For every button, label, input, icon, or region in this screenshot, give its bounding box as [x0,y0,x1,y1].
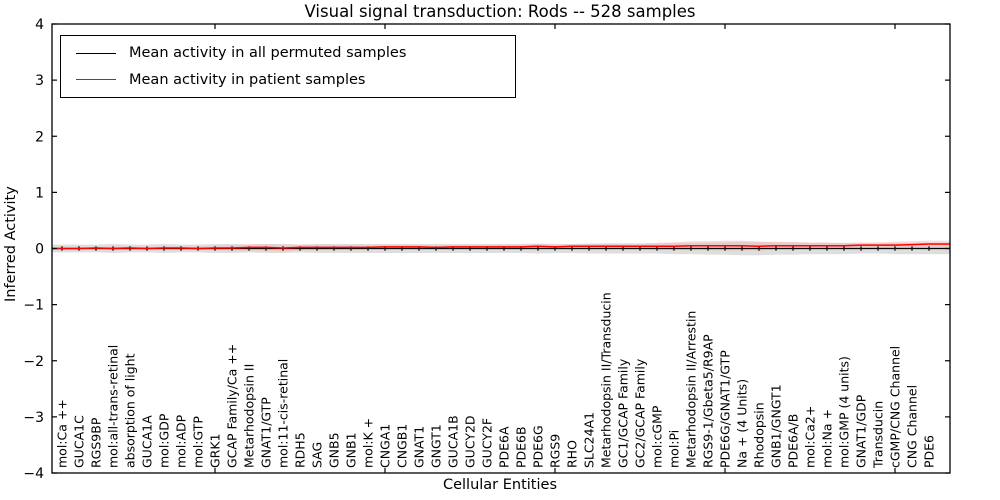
category-label: PDE6A [497,426,512,468]
category-label: PDE6A/B [786,414,801,468]
legend-line-black-icon [76,52,116,54]
series-line-patient [52,243,950,250]
y-tick-label: −3 [23,410,44,426]
category-label: GUCA1C [72,415,87,468]
category-label: GC1/GCAP Family [616,358,631,468]
y-tick-label: −4 [23,466,44,482]
category-label: GC2/GCAP Family [633,358,648,468]
category-label: GNAT1 [412,426,427,468]
category-label: PDE6G/GNAT1/GTP [718,350,733,468]
legend-label-permuted: Mean activity in all permuted samples [129,45,407,62]
category-label: RGS9 [548,434,563,468]
chart-title: Visual signal transduction: Rods -- 528 … [304,2,696,21]
category-label: GUCA1A [140,415,155,468]
y-tick-label: 3 [35,73,44,89]
legend-item-permuted: Mean activity in all permuted samples [61,40,515,66]
category-label: GUCA1B [446,415,461,468]
legend-line-red-icon [76,79,116,81]
category-label: RDH5 [293,432,308,468]
category-label: GCAP Family/Ca ++ [225,344,240,468]
category-label: GNB5 [327,432,342,468]
category-label: cGMP/CNG Channel [888,346,903,468]
category-label: Metarhodopsin II/Arrestin [684,311,699,468]
category-label: absorption of light [123,353,138,468]
category-label: GNAT1/GTP [259,397,274,468]
category-label: CNG Channel [905,385,920,468]
category-label: mol:Pi [667,430,682,468]
category-label: GUCY2D [463,415,478,468]
y-tick-label: −2 [23,354,44,370]
category-label: PDE6B [514,426,529,468]
category-label: mol:GMP (4 units) [837,356,852,468]
legend: Mean activity in all permuted samples Me… [60,35,516,98]
category-label: PDE6G [531,425,546,468]
category-label: mol:11-cis-retinal [276,359,291,468]
x-axis-title: Cellular Entities [442,477,558,493]
y-axis-title: Inferred Activity [3,186,19,302]
category-label: GNAT1/GDP [854,394,869,468]
category-label: mol:Ca ++ [55,399,70,468]
y-tick-label: 1 [35,185,44,201]
category-label: mol:GDP [157,413,172,468]
category-label: GNGT1 [429,424,444,468]
category-label: SLC24A1 [582,412,597,468]
category-label: CNGA1 [378,424,393,468]
category-label: Rhodopsin [752,402,767,468]
category-label: CNGB1 [395,424,410,468]
y-tick-label: 2 [35,129,44,145]
category-label: mol:GTP [191,416,206,468]
category-label: mol:K + [361,418,376,468]
y-tick-label: 4 [35,17,44,33]
category-label: mol:all-trans-retinal [106,345,121,468]
category-label: GNB1/GNGT1 [769,384,784,468]
category-label: Metarhodopsin II/Transducin [599,292,614,468]
category-label: RHO [565,440,580,468]
y-tick-label: 0 [35,242,44,258]
category-label: Na + (4 Units) [735,379,750,468]
category-label: Metarhodopsin II [242,364,257,468]
legend-item-patient: Mean activity in patient samples [61,67,515,93]
category-label: Transducin [871,401,886,469]
category-label: RGS9BP [89,417,104,468]
category-label: mol:cGMP [650,405,665,468]
legend-label-patient: Mean activity in patient samples [129,71,366,88]
category-label: mol:Na + [820,409,835,468]
category-label: GNB1 [344,432,359,468]
y-tick-label: −1 [23,298,44,314]
category-label: PDE6 [922,435,937,468]
category-label: GRK1 [208,433,223,468]
category-label: RGS9-1/Gbeta5/R9AP [701,334,716,468]
category-label: mol:Ca2+ [803,406,818,468]
category-label: GUCY2F [480,418,495,468]
category-label: mol:ADP [174,414,189,468]
category-label: SAG [310,442,325,468]
